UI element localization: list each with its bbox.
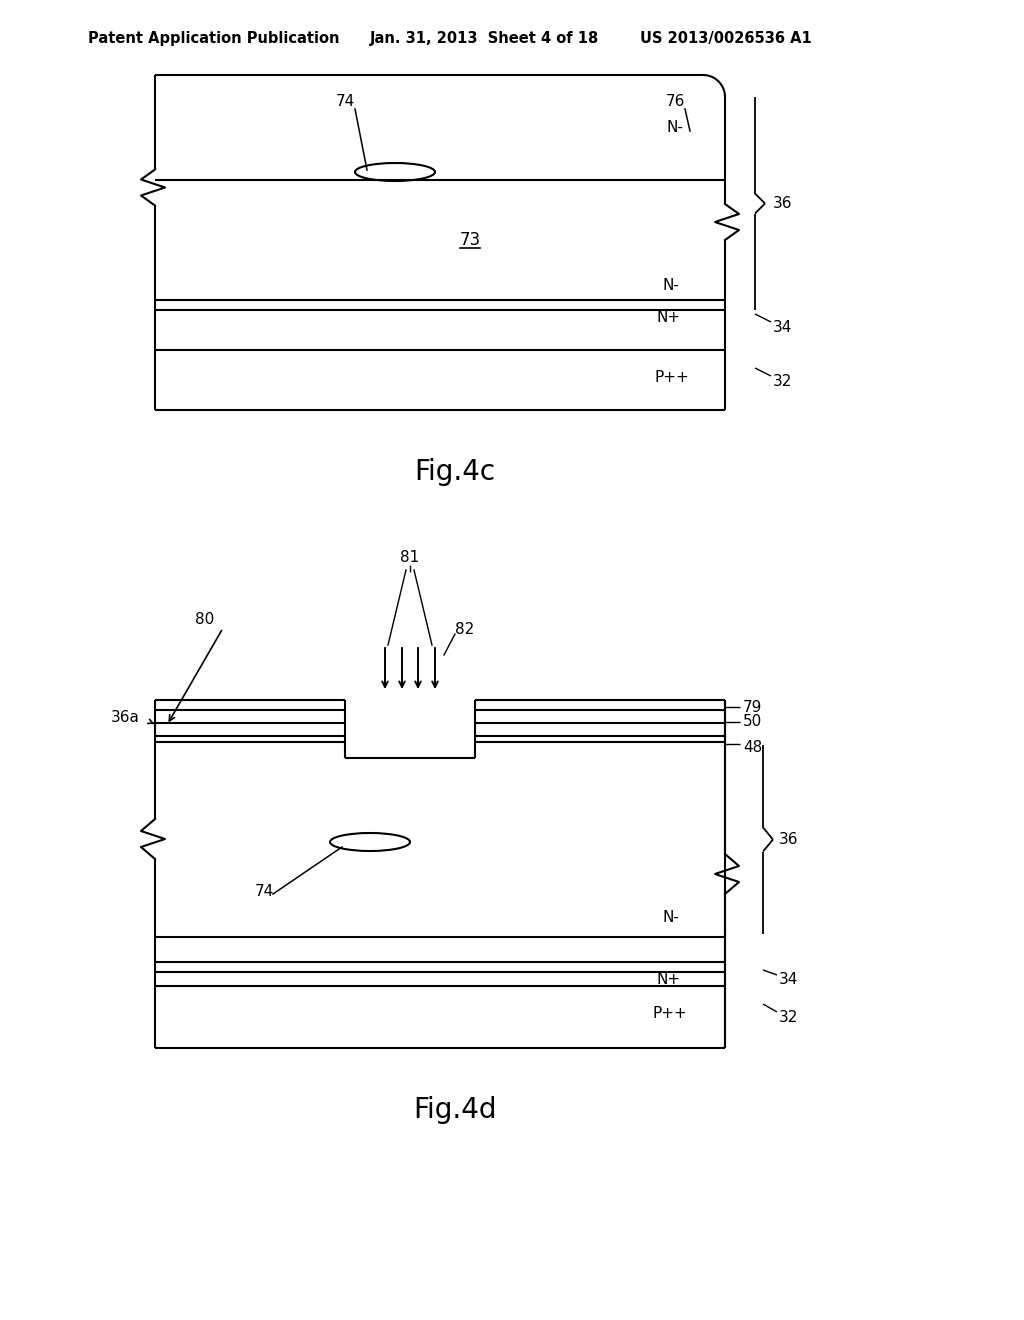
- Text: US 2013/0026536 A1: US 2013/0026536 A1: [640, 30, 812, 45]
- Text: N-: N-: [663, 909, 680, 924]
- Text: 79: 79: [743, 700, 763, 714]
- Text: P++: P++: [655, 371, 690, 385]
- Text: 73: 73: [460, 231, 480, 249]
- Text: 80: 80: [195, 612, 214, 627]
- Ellipse shape: [355, 162, 435, 181]
- Text: Jan. 31, 2013  Sheet 4 of 18: Jan. 31, 2013 Sheet 4 of 18: [370, 30, 599, 45]
- Text: 74: 74: [255, 884, 274, 899]
- Text: 36a: 36a: [112, 710, 140, 726]
- Text: 76: 76: [666, 94, 685, 108]
- Text: 36: 36: [779, 832, 799, 847]
- Text: 82: 82: [455, 623, 474, 638]
- Text: 32: 32: [779, 1011, 799, 1026]
- Text: 34: 34: [773, 321, 793, 335]
- Text: P++: P++: [653, 1006, 688, 1022]
- Text: 48: 48: [743, 739, 762, 755]
- Text: 36: 36: [773, 195, 793, 211]
- Text: 50: 50: [743, 714, 762, 730]
- Text: Patent Application Publication: Patent Application Publication: [88, 30, 340, 45]
- Text: Fig.4d: Fig.4d: [414, 1096, 497, 1125]
- Text: N+: N+: [657, 973, 681, 987]
- Text: 81: 81: [400, 550, 420, 565]
- Text: 34: 34: [779, 973, 799, 987]
- Ellipse shape: [330, 833, 410, 851]
- Text: Fig.4c: Fig.4c: [415, 458, 496, 486]
- Text: 74: 74: [336, 94, 354, 108]
- Text: N+: N+: [657, 310, 681, 326]
- Text: N-: N-: [667, 120, 684, 135]
- Text: 32: 32: [773, 375, 793, 389]
- Text: N-: N-: [663, 279, 680, 293]
